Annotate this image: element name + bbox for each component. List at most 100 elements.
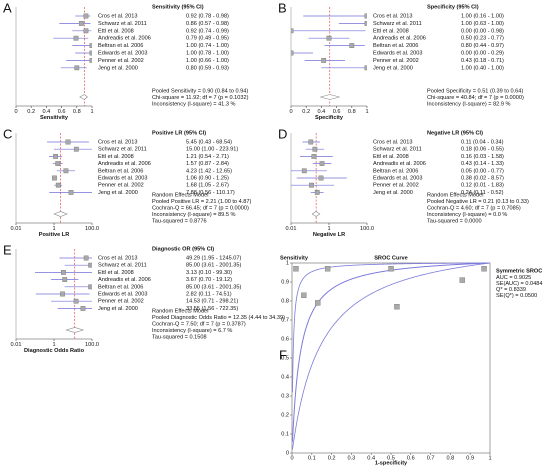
estimate-square xyxy=(63,168,69,174)
estimate-square xyxy=(83,28,89,34)
estimate-label: 0.16 (0.03 - 1.58) xyxy=(461,154,504,160)
estimate-label: 0.11 (0.04 - 0.34) xyxy=(461,139,504,145)
estimate-label: 3.13 (0.10 - 99.30) xyxy=(186,270,232,276)
x-tick-label: 0.01 xyxy=(286,226,297,232)
summary-text: Inconsistency (I-square) = 89.5 % xyxy=(152,212,236,218)
estimate-label: 0.92 (0.78 - 0.98) xyxy=(186,13,229,19)
estimate-square xyxy=(321,58,327,63)
estimate-label: 4.23 (1.42 - 12.65) xyxy=(186,168,232,174)
x-tick-label: 0.5 xyxy=(387,455,395,461)
study-name: Andreadis et al. 2006 xyxy=(98,277,151,283)
x-axis-label: Specificity xyxy=(315,115,344,121)
estimate-label: 0.24 (0.11 - 0.52) xyxy=(461,190,504,196)
x-tick-label: 0.3 xyxy=(348,455,356,461)
study-name: Cros et al. 2013 xyxy=(98,13,138,19)
study-point xyxy=(324,266,331,272)
study-name: Ettl et al. 2008 xyxy=(98,154,134,160)
estimate-label: 0.80 (0.44 - 0.97) xyxy=(461,43,504,49)
study-name: Beltran et al. 2006 xyxy=(373,168,418,174)
summary-text: Random Effects Model xyxy=(152,192,208,198)
x-tick-label: 0.4 xyxy=(318,109,326,115)
sroc-curve xyxy=(292,262,490,442)
estimate-square xyxy=(65,139,71,145)
study-name: Schwarz et al. 2011 xyxy=(98,147,147,153)
x-tick-label: 0.6 xyxy=(407,455,415,461)
estimate-label: 0.80 (0.59 - 0.93) xyxy=(186,65,229,71)
estimate-label: 85.00 (3.61 - 2001.35) xyxy=(186,263,241,269)
panel-title: Specificity (95% CI) xyxy=(427,4,479,10)
estimate-square xyxy=(326,35,332,41)
estimate-square xyxy=(73,35,79,41)
panel-title: Positive LR (95% CI) xyxy=(152,130,206,136)
estimate-label: 1.00 (0.78 - 1.00) xyxy=(186,50,229,56)
x-tick-label: 0.7 xyxy=(427,455,435,461)
study-name: Ettl et al. 2008 xyxy=(373,154,409,160)
estimate-label: 49.29 (1.95 - 1245.07) xyxy=(186,255,241,261)
estimate-square xyxy=(80,306,86,311)
estimate-square xyxy=(311,153,317,159)
estimate-label: 0.43 (0.18 - 0.71) xyxy=(461,58,504,64)
estimate-square xyxy=(55,161,61,166)
pooled-diamond xyxy=(319,94,340,100)
study-name: Edwards et al. 2003 xyxy=(373,50,422,56)
estimate-square xyxy=(89,58,92,63)
estimate-square xyxy=(309,182,314,188)
estimate-label: 0.79 (0.49 - 0.95) xyxy=(186,36,229,42)
x-tick-label: 0.9 xyxy=(466,455,474,461)
study-name: Penner et al. 2002 xyxy=(98,58,144,64)
x-tick-label: 0.4 xyxy=(43,109,51,115)
estimate-label: 14.53 (0.71 - 298.21) xyxy=(186,299,238,305)
x-tick-label: 0.2 xyxy=(302,109,310,115)
summary-text: Tau-squared = 0.1508 xyxy=(152,334,207,340)
estimate-square xyxy=(62,277,68,282)
estimate-square xyxy=(68,189,74,195)
study-name: Schwarz et al. 2011 xyxy=(98,263,147,269)
study-name: Penner et al. 2002 xyxy=(98,299,144,305)
estimate-square xyxy=(88,284,92,290)
estimate-square xyxy=(74,65,80,71)
summary-text: Tau-squared = 0.0000 xyxy=(427,218,482,224)
x-axis-label: Diagnostic Odds Ratio xyxy=(24,348,85,354)
legend-stat: Q* = 0.8339 xyxy=(496,287,526,293)
estimate-label: 85.00 (3.61 - 2001.35) xyxy=(186,284,241,290)
study-name: Jeng et al. 2000 xyxy=(98,306,138,312)
study-point xyxy=(459,277,465,283)
study-name: Cros et al. 2013 xyxy=(98,255,138,261)
summary-text: Tau-squared = 0.8776 xyxy=(152,218,207,224)
estimate-square xyxy=(349,43,355,49)
estimate-label: 15.00 (1.00 - 223.91) xyxy=(186,147,238,153)
study-name: Andreadis et al. 2006 xyxy=(98,36,151,42)
estimate-label: 1.00 (0.63 - 1.00) xyxy=(461,21,504,27)
study-name: Beltran et al. 2006 xyxy=(98,43,143,49)
estimate-label: 1.00 (0.66 - 1.00) xyxy=(186,58,229,64)
estimate-square xyxy=(364,21,367,26)
sroc-ci-lower xyxy=(292,262,490,450)
estimate-square xyxy=(89,50,92,56)
estimate-square xyxy=(89,43,92,49)
x-tick-label: 1 xyxy=(52,226,55,232)
study-name: Schwarz et al. 2011 xyxy=(373,21,422,27)
estimate-square xyxy=(318,175,324,181)
estimate-square xyxy=(61,270,66,275)
estimate-square xyxy=(312,146,318,152)
x-tick-label: 0.8 xyxy=(73,109,81,115)
study-point xyxy=(315,300,321,306)
summary-text: Cochran-Q = 7.50; df = 7 (p = 0.3787) xyxy=(152,321,246,327)
study-name: Andreadis et al. 2006 xyxy=(98,161,151,167)
summary-text: Random Effects Model xyxy=(427,192,483,198)
study-name: Schwarz et al. 2011 xyxy=(373,147,422,153)
study-name: Beltran et al. 2006 xyxy=(98,284,143,290)
estimate-label: 0.18 (0.06 - 0.55) xyxy=(461,147,504,153)
panel-title: Negative LR (95% CI) xyxy=(427,130,483,136)
x-tick-label: 0.8 xyxy=(447,455,455,461)
x-tick-label: 100.0 xyxy=(85,226,99,232)
legend-stat: SE(Q*) = 0.0500 xyxy=(496,293,537,299)
summary-text: Inconsistency (I-square) = 82.9 % xyxy=(427,101,511,107)
legend-title: Symmetric SROC xyxy=(496,268,542,274)
study-name: Andreadis et al. 2006 xyxy=(373,161,426,167)
study-name: Beltran et al. 2006 xyxy=(373,43,418,49)
estimate-square xyxy=(60,291,65,297)
study-name: Edwards et al. 2003 xyxy=(373,175,422,181)
panel-letter: C xyxy=(3,126,12,141)
summary-text: Chi-square = 11.92; df = 7 (p = 0.1032) xyxy=(152,95,249,101)
